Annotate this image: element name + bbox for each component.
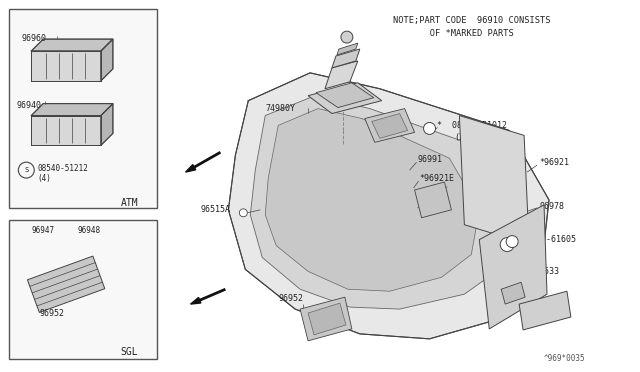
Text: 96978: 96978 — [539, 202, 564, 211]
Polygon shape — [415, 182, 451, 218]
Circle shape — [341, 31, 353, 43]
Text: NOTE;PART CODE  96910 CONSISTS: NOTE;PART CODE 96910 CONSISTS — [393, 16, 550, 25]
Circle shape — [424, 122, 435, 134]
Polygon shape — [479, 205, 547, 329]
Polygon shape — [31, 39, 113, 51]
Text: 96952: 96952 — [39, 309, 64, 318]
Polygon shape — [191, 298, 201, 304]
Text: 08543-61605: 08543-61605 — [521, 235, 576, 244]
Text: 96960: 96960 — [21, 34, 46, 43]
Polygon shape — [186, 164, 196, 172]
Polygon shape — [28, 256, 105, 312]
Circle shape — [500, 238, 514, 251]
Text: SGL: SGL — [121, 347, 138, 357]
Polygon shape — [300, 297, 352, 341]
Circle shape — [506, 235, 518, 247]
Text: 74980Y: 74980Y — [265, 104, 295, 113]
Bar — [10, 9, 157, 208]
Text: S: S — [506, 242, 509, 247]
Polygon shape — [31, 51, 101, 81]
Text: *96515: *96515 — [537, 299, 567, 308]
Text: ATM: ATM — [121, 198, 138, 208]
Text: ^969*0035: ^969*0035 — [544, 354, 586, 363]
Text: 96991: 96991 — [417, 155, 443, 164]
Polygon shape — [316, 83, 374, 108]
Text: *  08543-51012: * 08543-51012 — [438, 122, 508, 131]
Polygon shape — [31, 104, 113, 116]
Polygon shape — [337, 43, 358, 55]
Polygon shape — [332, 49, 360, 68]
Text: 96952: 96952 — [278, 294, 303, 303]
Text: (4): (4) — [529, 247, 544, 256]
Text: S: S — [24, 167, 28, 173]
Text: S: S — [428, 126, 431, 131]
Polygon shape — [308, 303, 346, 335]
Text: (2): (2) — [454, 134, 469, 142]
Circle shape — [239, 209, 247, 217]
Bar — [10, 220, 157, 359]
Polygon shape — [372, 113, 408, 138]
Text: 96533: 96533 — [534, 267, 559, 276]
Polygon shape — [228, 73, 549, 339]
Text: 96940: 96940 — [17, 101, 42, 110]
Polygon shape — [31, 116, 101, 145]
Polygon shape — [250, 96, 509, 309]
Polygon shape — [325, 61, 358, 89]
Text: (4): (4) — [37, 174, 51, 183]
Polygon shape — [501, 282, 525, 304]
Text: OF *MARKED PARTS: OF *MARKED PARTS — [393, 29, 513, 38]
Polygon shape — [265, 109, 479, 291]
Polygon shape — [519, 291, 571, 330]
Text: *96921: *96921 — [539, 158, 569, 167]
Text: S: S — [511, 239, 514, 244]
Text: 08540-51212: 08540-51212 — [37, 164, 88, 173]
Polygon shape — [101, 104, 113, 145]
Polygon shape — [460, 116, 529, 244]
Text: 96948: 96948 — [77, 226, 100, 235]
Text: 96947: 96947 — [31, 226, 54, 235]
Polygon shape — [308, 83, 381, 113]
Polygon shape — [365, 109, 415, 142]
Text: 96515A: 96515A — [200, 205, 230, 214]
Polygon shape — [101, 39, 113, 81]
Text: *96921E: *96921E — [420, 174, 454, 183]
